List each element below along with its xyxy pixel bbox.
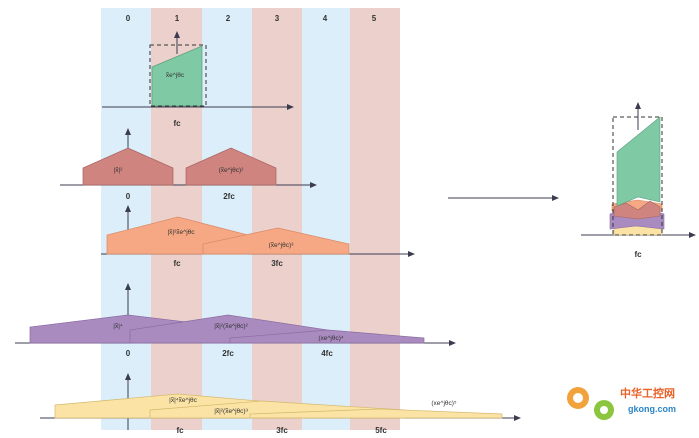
row-5-shape-label-2: |x̃|²(x̃e^jθc)³ (214, 408, 248, 415)
row-2-dc-spectrum (82, 147, 174, 186)
zone-label-5: 5 (372, 14, 377, 23)
watermark-title: 中华工控网 (620, 386, 675, 400)
zone-4-band (302, 8, 350, 430)
zone-3-band (252, 8, 302, 430)
result-green-layer (616, 116, 661, 207)
result-tick-fc: fc (634, 250, 642, 259)
row-1-fundamental: x̃e^jθc fc (102, 31, 294, 128)
zone-2-band (202, 8, 252, 430)
row-1-tick-fc: fc (173, 119, 181, 128)
zone-bands (101, 8, 400, 430)
row-2-tick-2fc: 2fc (223, 192, 235, 201)
row-4-shape-label-1: |x̃|⁴ (113, 323, 123, 330)
row-4-tick-4fc: 4fc (321, 349, 333, 358)
row-5-shape-label-3: (xe^jθc)⁵ (431, 400, 457, 407)
row-5-shape-label-1: |x̃|⁴x̃e^jθc (169, 397, 197, 404)
zone-label-4: 4 (323, 14, 328, 23)
row-2-shape-label-1: |x̃|² (114, 167, 124, 174)
row-2-tick-0: 0 (126, 192, 131, 201)
row-4-tick-2fc: 2fc (222, 349, 234, 358)
row-3-tick-3fc: 3fc (271, 259, 283, 268)
row-4-fourth-order: |x̃|⁴ |x̃|²(x̃e^jθc)² (xe^jθc)⁴ 0 2fc 4f… (15, 283, 456, 358)
row-3-shape-label-1: |x̃|²x̃e^jθc (167, 229, 195, 236)
row-4-shape-label-3: (xe^jθc)⁴ (318, 335, 344, 342)
row-5-fifth-order: |x̃|⁴x̃e^jθc |x̃|²(x̃e^jθc)³ (xe^jθc)⁵ f… (40, 373, 521, 435)
zone-label-0: 0 (126, 14, 131, 23)
zone-label-3: 3 (275, 14, 280, 23)
row-4-shape-label-2: |x̃|²(x̃e^jθc)² (214, 323, 248, 330)
row-5-tick-3fc: 3fc (276, 426, 288, 435)
row-3-third-order: |x̃|²x̃e^jθc (x̃e^jθc)³ fc 3fc (101, 205, 415, 268)
zone-labels: 0 1 2 3 4 5 (126, 14, 377, 23)
zone-0-band (101, 8, 151, 430)
row-3-shape-label-2: (x̃e^jθc)³ (269, 242, 295, 249)
zone-label-1: 1 (175, 14, 180, 23)
gear-icon (567, 387, 614, 420)
row-1-shape-label: x̃e^jθc (165, 72, 184, 79)
row-2-2fc-spectrum (185, 147, 277, 186)
zone-5-band (350, 8, 400, 430)
zone-label-2: 2 (226, 14, 231, 23)
row-5-tick-fc: fc (176, 426, 184, 435)
row-4-4fc-spectrum (229, 329, 425, 344)
row-3-3fc-spectrum (202, 227, 350, 255)
row-2-second-order: |x̃|² (x̃e^jθc)² 0 2fc (60, 128, 317, 201)
watermark-url: gkong.com (628, 404, 676, 414)
row-3-tick-fc: fc (173, 259, 181, 268)
row-5-5fc-spectrum (249, 408, 503, 419)
watermark: 中华工控网 gkong.com (567, 386, 676, 420)
row-4-tick-0: 0 (126, 349, 131, 358)
row-1-dashed-outline (149, 44, 207, 107)
row-5-tick-5fc: 5fc (375, 426, 387, 435)
result-spectrum: fc (581, 102, 696, 259)
row-1-green-spectrum (151, 45, 203, 107)
row-2-shape-label-2: (x̃e^jθc)² (219, 167, 245, 174)
